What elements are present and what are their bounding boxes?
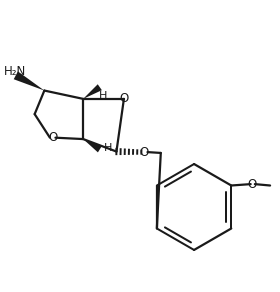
Text: O: O (248, 178, 257, 191)
Text: H: H (98, 91, 107, 101)
Text: O: O (119, 92, 129, 105)
Polygon shape (14, 72, 44, 91)
Text: H: H (103, 143, 112, 153)
Text: O: O (48, 131, 57, 144)
Polygon shape (83, 139, 102, 152)
Text: O: O (139, 146, 149, 159)
Polygon shape (83, 84, 102, 99)
Text: H₂N: H₂N (4, 65, 26, 78)
